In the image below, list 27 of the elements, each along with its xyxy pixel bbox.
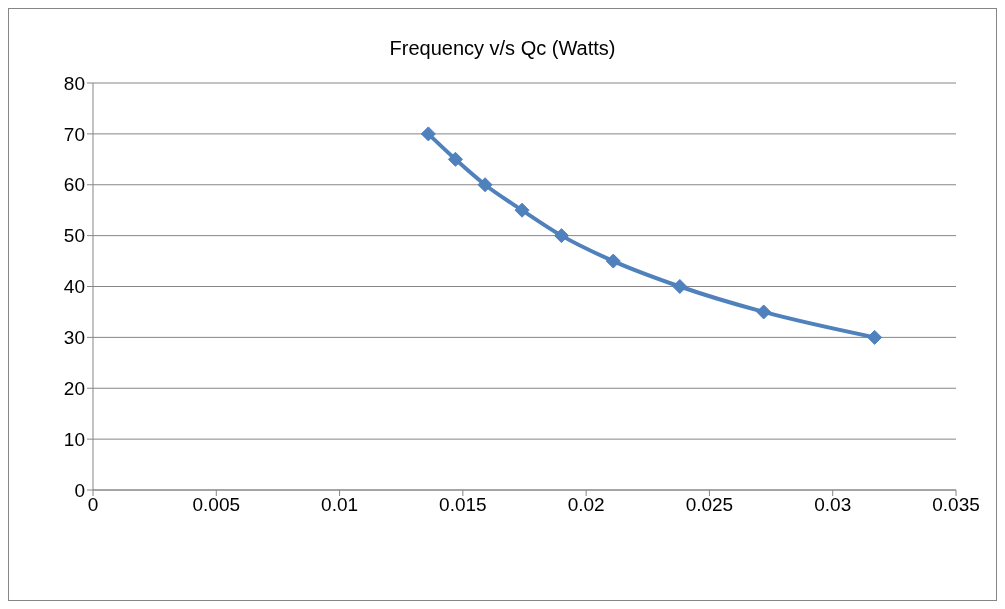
- point: [672, 279, 688, 294]
- point: [553, 228, 569, 244]
- point: [514, 202, 530, 218]
- point: [447, 151, 463, 167]
- y-tick-label: 50: [63, 225, 85, 247]
- x-tick-label: 0.025: [685, 494, 734, 516]
- x-tick-label: 0: [87, 494, 99, 516]
- y-tick-label: 30: [63, 327, 85, 349]
- y-tick-label: 10: [63, 428, 85, 450]
- chart-title: Frequency v/s Qc (Watts): [388, 37, 617, 60]
- x-tick-label: 0.02: [567, 494, 605, 516]
- point: [605, 253, 621, 269]
- y-tick-label: 70: [63, 123, 85, 145]
- x-tick-label: 0.015: [439, 494, 487, 516]
- y-tick-label: 0: [74, 479, 85, 501]
- point: [477, 177, 493, 193]
- x-tick-label: 0.005: [192, 494, 241, 516]
- x-tick-label: 0.035: [932, 494, 980, 516]
- y-tick-label: 80: [63, 72, 85, 94]
- x-tick-label: 0.03: [814, 494, 852, 516]
- point: [420, 126, 436, 142]
- x-tick-label: 0.01: [321, 494, 359, 516]
- point: [756, 304, 772, 320]
- y-tick-label: 20: [63, 377, 85, 399]
- y-tick-label: 60: [63, 174, 85, 196]
- point: [867, 329, 883, 345]
- y-tick-label: 40: [63, 276, 85, 298]
